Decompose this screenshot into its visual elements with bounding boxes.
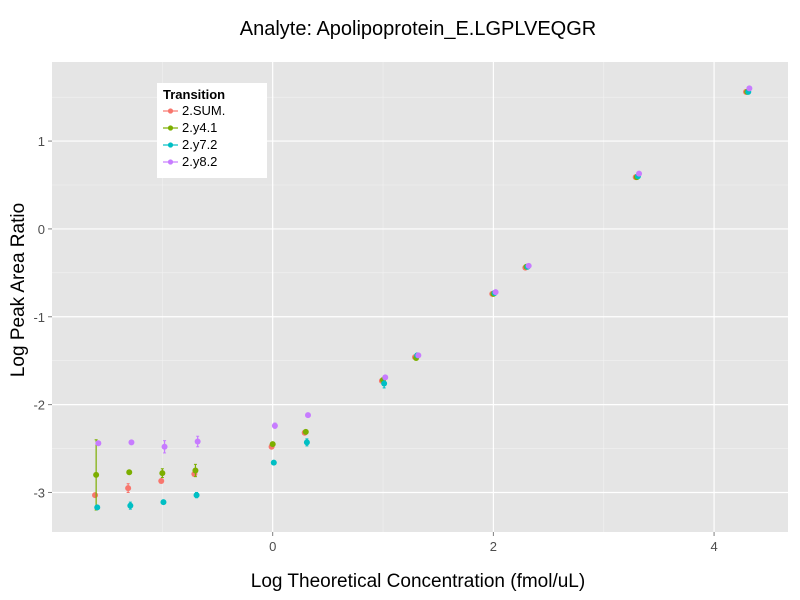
legend-label: 2.y8.2 xyxy=(182,154,217,169)
x-tick-label: 4 xyxy=(710,539,717,554)
data-layer xyxy=(92,85,753,511)
legend-item: 2.SUM. xyxy=(163,103,225,118)
legend-label: 2.y7.2 xyxy=(182,137,217,152)
x-tick-label: 0 xyxy=(269,539,276,554)
data-point xyxy=(269,441,276,448)
x-tick-label: 2 xyxy=(490,539,497,554)
data-point xyxy=(158,478,165,485)
legend-key-point xyxy=(167,159,174,165)
legend-title: Transition xyxy=(163,87,225,102)
series-2.y8.2 xyxy=(95,85,753,454)
data-point xyxy=(192,467,199,474)
legend-label: 2.SUM. xyxy=(182,103,225,118)
data-point xyxy=(270,459,277,466)
data-point xyxy=(415,352,422,359)
y-tick-label: 0 xyxy=(38,222,45,237)
y-tick-label: -2 xyxy=(33,398,45,413)
x-axis-title: Log Theoretical Concentration (fmol/uL) xyxy=(251,571,585,592)
legend-item: 2.y4.1 xyxy=(163,120,217,135)
data-point xyxy=(746,85,753,92)
data-point xyxy=(160,499,167,506)
y-tick-label: -3 xyxy=(33,485,45,500)
data-point xyxy=(382,374,389,381)
data-point xyxy=(128,439,135,446)
y-tick-label: -1 xyxy=(33,310,45,325)
data-point xyxy=(159,470,166,477)
legend-item: 2.y8.2 xyxy=(163,154,217,169)
legend-key-point xyxy=(167,142,174,148)
legend-items: 2.SUM. 2.y4.1 2.y7.2 2.y8.2 xyxy=(163,103,225,169)
legend-label: 2.y4.1 xyxy=(182,120,217,135)
data-point xyxy=(381,380,388,387)
legend-key-point xyxy=(167,125,174,131)
data-point xyxy=(95,440,102,447)
data-point xyxy=(271,422,278,429)
y-axis-title: Log Peak Area Ratio xyxy=(8,203,29,377)
legend-item: 2.y7.2 xyxy=(163,137,217,152)
data-point xyxy=(492,289,499,296)
data-point xyxy=(92,492,99,499)
data-point xyxy=(126,469,133,476)
legend-key-point xyxy=(167,108,174,114)
data-point xyxy=(125,485,132,492)
data-point xyxy=(302,428,309,435)
data-point xyxy=(303,439,310,446)
data-point xyxy=(161,443,168,450)
data-point xyxy=(93,471,100,478)
data-point xyxy=(636,170,643,177)
data-point xyxy=(194,438,201,445)
data-point xyxy=(127,502,134,509)
axis-ticks: 0 2 4 1 0 -1 -2 -3 xyxy=(33,134,717,554)
y-tick-label: 1 xyxy=(38,134,45,149)
chart-title: Analyte: Apolipoprotein_E.LGPLVEQGR xyxy=(240,18,597,40)
data-point xyxy=(193,492,200,499)
legend: Transition 2.SUM. 2.y4.1 2.y7.2 2.y8.2 xyxy=(157,83,267,178)
data-point xyxy=(525,262,532,269)
data-point xyxy=(94,504,101,511)
data-point xyxy=(305,412,311,419)
